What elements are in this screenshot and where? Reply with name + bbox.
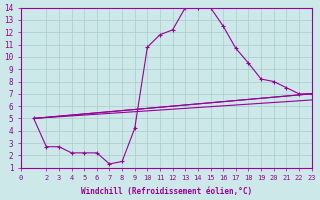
X-axis label: Windchill (Refroidissement éolien,°C): Windchill (Refroidissement éolien,°C): [81, 187, 252, 196]
